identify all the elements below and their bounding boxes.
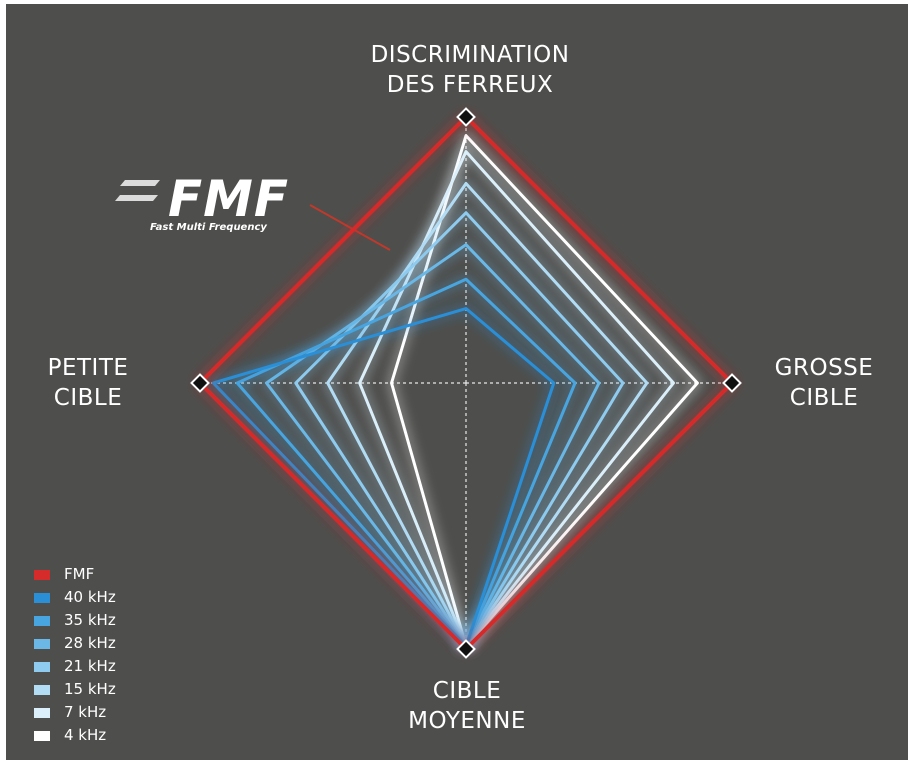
logo: FMF [168,170,290,228]
legend-swatch [34,684,50,695]
legend-label: 21 kHz [64,657,116,675]
legend-item: 15 kHz [34,679,116,699]
legend-swatch [34,615,50,626]
axis-label: CIBLE MOYENNE [408,678,526,734]
axis-label: DISCRIMINATION DES FERREUX [370,42,570,98]
axis-end-marker [456,107,476,127]
legend-swatch [34,592,50,603]
legend-label: 35 kHz [64,611,116,629]
legend-item: 40 kHz [34,587,116,607]
legend-label: 40 kHz [64,588,116,606]
logo-subtitle: Fast Multi Frequency [150,222,267,233]
legend-swatch [34,707,50,718]
legend-item: 21 kHz [34,656,116,676]
legend-label: 7 kHz [64,703,107,721]
logo-speed-line [120,180,160,186]
legend-item: FMF [34,564,94,584]
axis-label: PETITE CIBLE [47,355,129,411]
axis-end-marker [456,639,476,659]
legend-label: 28 kHz [64,634,116,652]
legend-label: 4 kHz [64,726,107,744]
legend-label: 15 kHz [64,680,116,698]
legend-item: 7 kHz [34,702,106,722]
legend-item: 28 kHz [34,633,116,653]
series-outline [211,307,556,648]
axis-label: GROSSE CIBLE [774,355,874,411]
legend-swatch [34,730,50,741]
legend-item: 4 kHz [34,725,106,745]
legend-swatch [34,638,50,649]
legend-label: FMF [64,565,95,583]
axis-end-marker [722,373,742,393]
logo-speed-line [115,195,158,201]
logo-pointer [309,204,391,251]
legend-swatch [34,569,50,580]
legend-swatch [34,661,50,672]
axis-end-marker [190,373,210,393]
series-outline [326,182,649,648]
legend-item: 35 kHz [34,610,116,630]
